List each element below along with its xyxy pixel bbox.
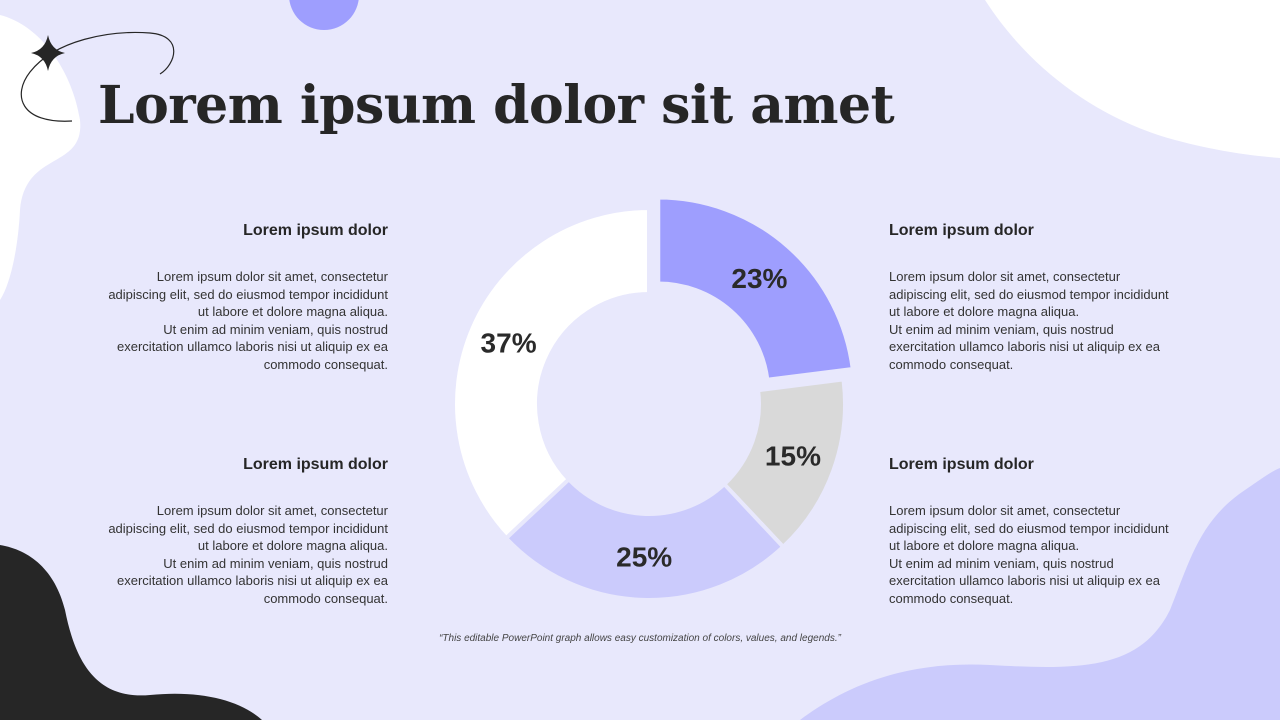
donut-slice-0 (656, 195, 855, 382)
footnote: “This editable PowerPoint graph allows e… (439, 633, 841, 644)
block-body: Lorem ipsum dolor sit amet, consectetur … (108, 503, 388, 606)
white-blob-top-right (985, 0, 1280, 158)
block-heading: Lorem ipsum dolor (889, 456, 1034, 473)
slice-label-0: 23% (731, 263, 787, 294)
text-block-bottom-left: Lorem ipsum dolor Lorem ipsum dolor sit … (88, 454, 388, 608)
text-block-top-right: Lorem ipsum dolor Lorem ipsum dolor sit … (889, 220, 1189, 374)
block-body: Lorem ipsum dolor sit amet, consectetur … (889, 503, 1169, 606)
block-body: Lorem ipsum dolor sit amet, consectetur … (108, 269, 388, 372)
block-heading: Lorem ipsum dolor (889, 222, 1034, 239)
block-heading: Lorem ipsum dolor (243, 222, 388, 239)
slice-label-1: 15% (765, 440, 821, 471)
text-block-bottom-right: Lorem ipsum dolor Lorem ipsum dolor sit … (889, 454, 1189, 608)
slice-label-3: 37% (481, 328, 537, 359)
orbit-line (20, 31, 175, 122)
purple-circle-top (289, 0, 359, 30)
dark-blob-bottom-left (0, 545, 262, 720)
donut-slice-3 (451, 205, 651, 541)
block-body: Lorem ipsum dolor sit amet, consectetur … (889, 269, 1169, 372)
donut-slice-2 (503, 476, 786, 602)
block-heading: Lorem ipsum dolor (243, 456, 388, 473)
page-title: Lorem ipsum dolor sit amet (98, 75, 895, 136)
sparkle-icon (31, 35, 65, 71)
lavender-blob-bottom-right (800, 468, 1280, 720)
slice-label-2: 25% (616, 541, 672, 572)
text-block-top-left: Lorem ipsum dolor Lorem ipsum dolor sit … (88, 220, 388, 374)
white-blob-left (0, 15, 81, 300)
